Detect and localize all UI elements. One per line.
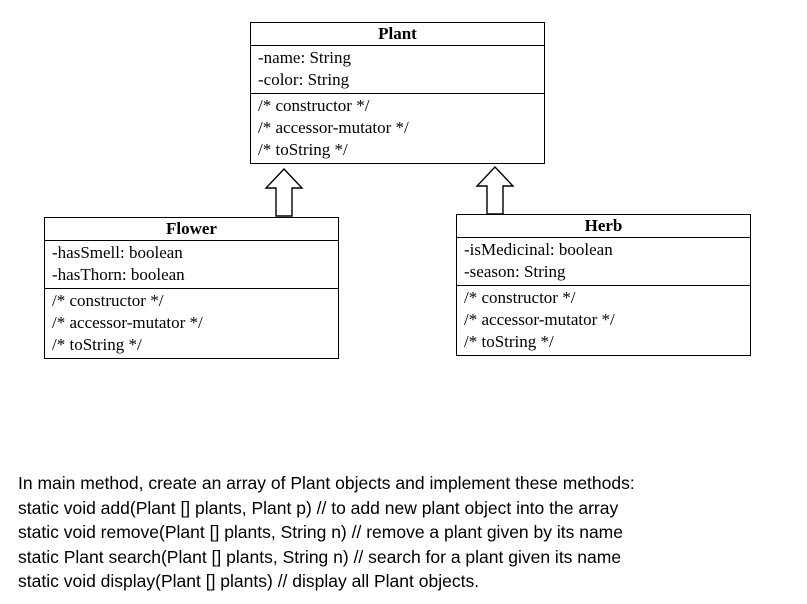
attribute: -isMedicinal: boolean — [464, 240, 613, 259]
attribute: -season: String — [464, 262, 566, 281]
method: /* toString */ — [258, 140, 348, 159]
class-plant: Plant -name: String -color: String /* co… — [250, 22, 545, 164]
class-herb: Herb -isMedicinal: boolean -season: Stri… — [456, 214, 751, 356]
class-name: Plant — [251, 23, 544, 46]
instruction-line: static void display(Plant [] plants) // … — [18, 571, 480, 591]
instruction-line: static void add(Plant [] plants, Plant p… — [18, 497, 619, 518]
methods-section: /* constructor */ /* accessor-mutator */… — [45, 288, 338, 358]
instruction-line: In main method, create an array of Plant… — [18, 473, 635, 493]
method: /* constructor */ — [464, 288, 576, 307]
attribute: -name: String — [258, 48, 352, 67]
attributes-section: -hasSmell: boolean -hasThorn: boolean — [45, 241, 338, 288]
inheritance-arrow-herb — [475, 165, 515, 215]
attribute: -hasSmell: boolean — [52, 243, 183, 262]
instruction-line: static Plant search(Plant [] plants, Str… — [18, 546, 622, 567]
instruction-line: static void remove(Plant [] plants, Stri… — [18, 522, 623, 542]
methods-section: /* constructor */ /* accessor-mutator */… — [251, 93, 544, 163]
instructions-text: In main method, create an array of Plant… — [18, 471, 798, 594]
attribute: -color: String — [258, 70, 350, 89]
attribute: -hasThorn: boolean — [52, 265, 185, 284]
class-name: Flower — [45, 218, 338, 241]
method: /* accessor-mutator */ — [258, 118, 409, 137]
method: /* toString */ — [464, 332, 554, 351]
method: /* accessor-mutator */ — [52, 313, 203, 332]
inheritance-arrow-flower — [264, 167, 304, 217]
method: /* constructor */ — [52, 291, 164, 310]
attributes-section: -name: String -color: String — [251, 46, 544, 93]
method: /* constructor */ — [258, 96, 370, 115]
methods-section: /* constructor */ /* accessor-mutator */… — [457, 285, 750, 355]
class-flower: Flower -hasSmell: boolean -hasThorn: boo… — [44, 217, 339, 359]
attributes-section: -isMedicinal: boolean -season: String — [457, 238, 750, 285]
method: /* toString */ — [52, 335, 142, 354]
class-name: Herb — [457, 215, 750, 238]
method: /* accessor-mutator */ — [464, 310, 615, 329]
